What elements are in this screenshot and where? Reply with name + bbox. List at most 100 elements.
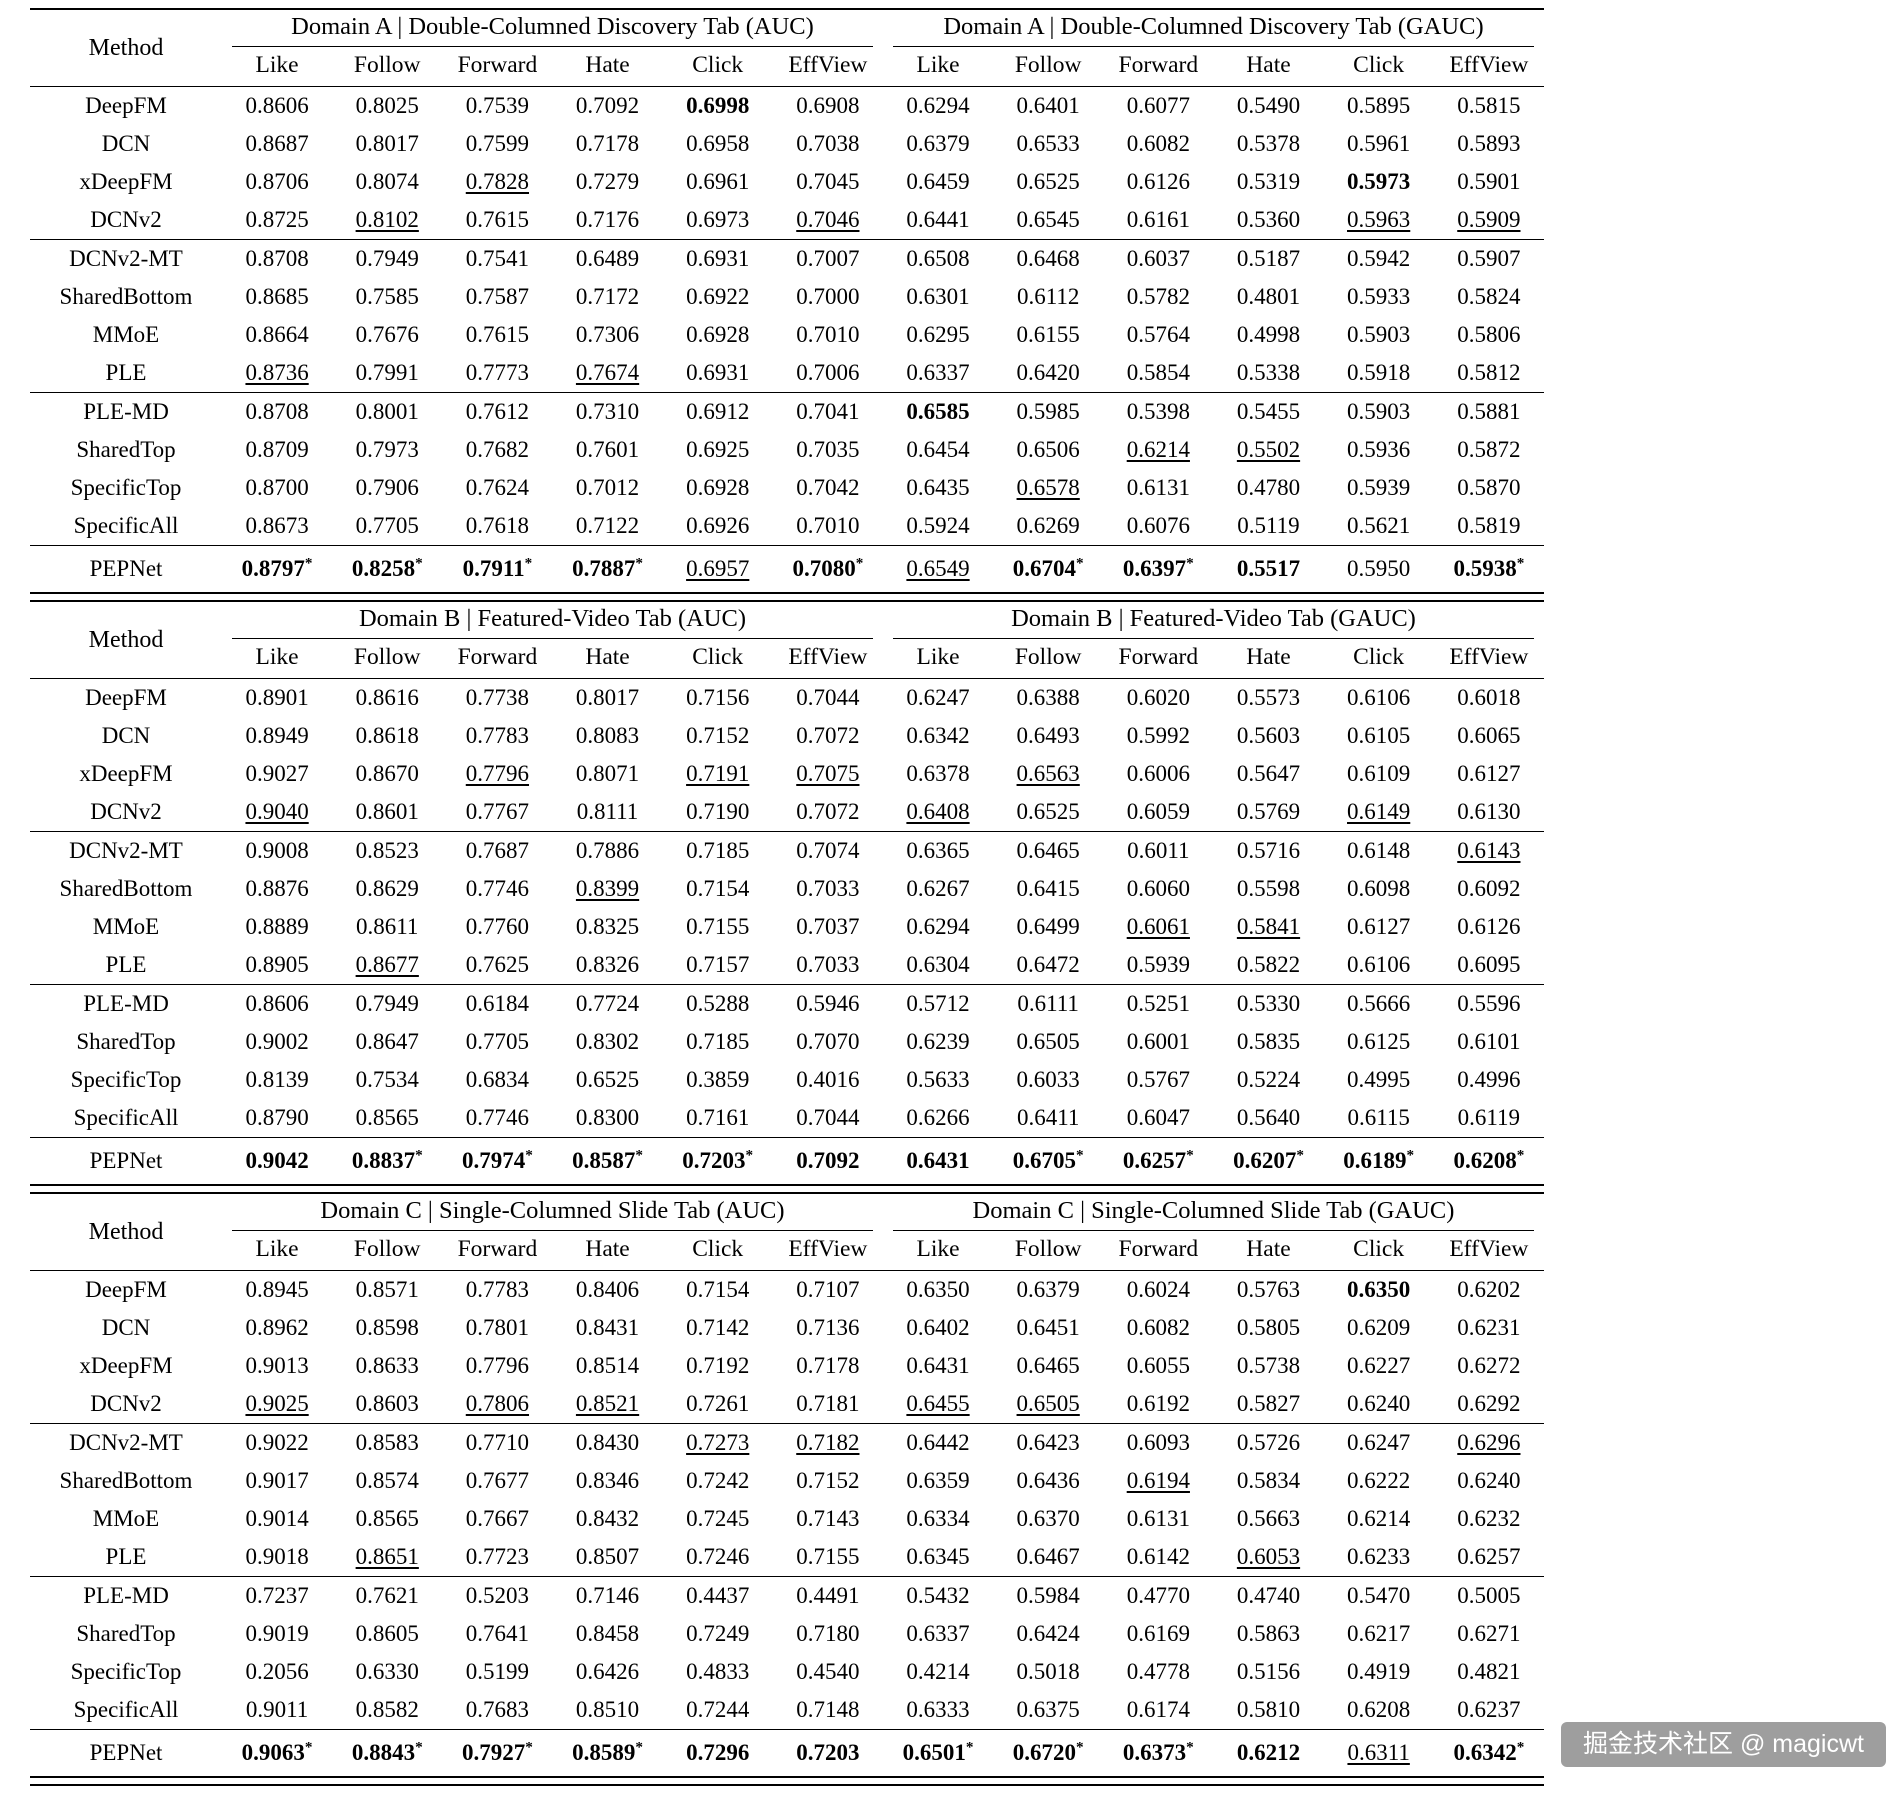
metric-value: 0.5598 [1213,870,1323,908]
metric-value-text: 0.6006 [1126,761,1190,786]
metric-value: 0.5203 [442,1577,552,1616]
metric-value-text: 0.6493 [1016,723,1080,748]
metric-column-header: Click [662,47,773,87]
table-row: DCNv2 0.9025 0.8603 0.7806 0.8521 0.7261 0.718… [30,1385,1544,1424]
metric-value: 0.7185 [663,1023,773,1061]
metric-column-header: EffView [772,1231,883,1271]
metric-value-text: 0.7949 [355,246,419,271]
metric-value: 0.7687 [442,832,552,871]
metric-value-text: 0.8889 [245,914,309,939]
metric-value-text: 0.5663 [1236,1506,1301,1531]
metric-value-text: 0.7710 [465,1430,530,1455]
metric-value: 0.7927* [442,1730,552,1778]
metric-value: 0.5835 [1213,1023,1323,1061]
metric-value: 0.5490 [1213,87,1323,126]
metric-value-text: 0.6415 [1016,876,1080,901]
metric-value: 0.6148 [1324,832,1434,871]
significance-star: * [635,1738,643,1756]
metric-value: 0.8399 [552,870,662,908]
metric-value-text: 0.7621 [355,1583,419,1608]
metric-value-text: 0.5984 [1016,1583,1080,1608]
significance-star: * [524,554,533,572]
metric-value: 0.6451 [993,1309,1103,1347]
table-row: DCNv2-MT 0.9022 0.8583 0.7710 0.8430 0.7273 0.… [30,1424,1544,1463]
metric-value: 0.7767 [442,793,553,832]
metric-value: 0.6082 [1103,1309,1213,1347]
metric-value: 0.7038 [773,125,883,163]
metric-column-header: Like [222,1231,333,1271]
metric-value: 0.6928 [663,316,773,354]
metric-value-text: 0.5822 [1236,952,1301,977]
significance-star: * [415,1738,423,1756]
metric-value: 0.6294 [883,87,993,126]
metric-value: 0.6101 [1434,1023,1544,1061]
metric-value: 0.5824 [1434,278,1544,316]
metric-value: 0.4780 [1213,469,1323,507]
metric-value: 0.9011 [222,1691,333,1730]
metric-value: 0.6237 [1433,1691,1544,1730]
metric-value: 0.9025 [222,1385,333,1424]
metric-value-text: 0.9040 [245,799,309,824]
metric-value: 0.7615 [442,201,553,240]
metric-value-text: 0.7010 [796,513,860,538]
metric-value: 0.6131 [1103,1500,1213,1538]
metric-value: 0.8574 [332,1462,442,1500]
metric-value: 0.9002 [222,1023,332,1061]
metric-value: 0.6011 [1103,832,1213,871]
metric-value-text: 0.8346 [575,1468,640,1493]
significance-star: * [415,554,423,572]
metric-value-text: 0.7760 [465,914,530,939]
metric-value-text: 0.8687 [245,131,309,156]
metric-value: 0.6294 [883,908,993,946]
table-row: DeepFM 0.8606 0.8025 0.7539 0.7092 0.6998 0.69… [30,87,1544,126]
metric-value: 0.7000 [773,278,883,316]
metric-value-text: 0.8302 [575,1029,640,1054]
metric-value-text: 0.7155 [686,914,750,939]
method-name: SpecificAll [30,507,222,546]
metric-value-text: 0.9017 [245,1468,309,1493]
metric-value-text: 0.7000 [796,284,860,309]
metric-value-text: 0.7007 [796,246,860,271]
metric-value-text: 0.5782 [1126,284,1190,309]
metric-value-text: 0.7641 [465,1621,530,1646]
method-name: xDeepFM [79,761,173,786]
metric-value: 0.7181 [772,1385,883,1424]
metric-value-text: 0.7244 [686,1697,750,1722]
metric-value-text: 0.5517 [1236,556,1301,581]
metric-value: 0.6431 [883,1138,993,1186]
metric-value: 0.6998 [663,87,773,126]
metric-value-text: 0.5763 [1236,1277,1301,1302]
metric-value-text: 0.8111 [576,799,639,824]
metric-value-text: 0.8673 [245,513,309,538]
metric-value: 0.6415 [993,870,1103,908]
metric-value: 0.7746 [442,1099,553,1138]
metric-value: 0.7674 [552,354,663,393]
metric-value: 0.8083 [552,717,662,755]
metric-value: 0.7072 [773,717,883,755]
metric-value: 0.7203* [663,1138,773,1186]
metric-value: 0.6126 [1103,163,1213,201]
metric-value-text: 0.5470 [1347,1583,1411,1608]
metric-value-text: 0.6143 [1457,838,1521,863]
metric-value-text: 0.7038 [796,131,860,156]
metric-value: 0.6227 [1324,1347,1434,1385]
metric-value: 0.6501* [883,1730,993,1778]
metric-value: 0.7618 [442,507,553,546]
metric-value-text: 0.7190 [686,799,750,824]
metric-value: 0.6271 [1434,1615,1544,1653]
metric-value: 0.6961 [663,163,773,201]
metric-value: 0.5119 [1213,507,1324,546]
metric-value-text: 0.6295 [906,322,970,347]
metric-value: 0.6212 [1213,1730,1323,1778]
metric-value: 0.6402 [883,1309,993,1347]
metric-value-text: 0.6973 [686,207,750,232]
metric-value: 0.4437 [663,1577,773,1616]
metric-value: 0.6957 [663,546,773,594]
metric-value: 0.5863 [1213,1615,1323,1653]
metric-value-text: 0.5841 [1236,914,1301,939]
metric-value: 0.8708 [222,240,332,279]
metric-value-text: 0.8629 [355,876,419,901]
method-name: DeepFM [85,685,167,710]
metric-value-text: 0.5973 [1347,169,1411,194]
metric-value: 0.6350 [1324,1271,1434,1310]
